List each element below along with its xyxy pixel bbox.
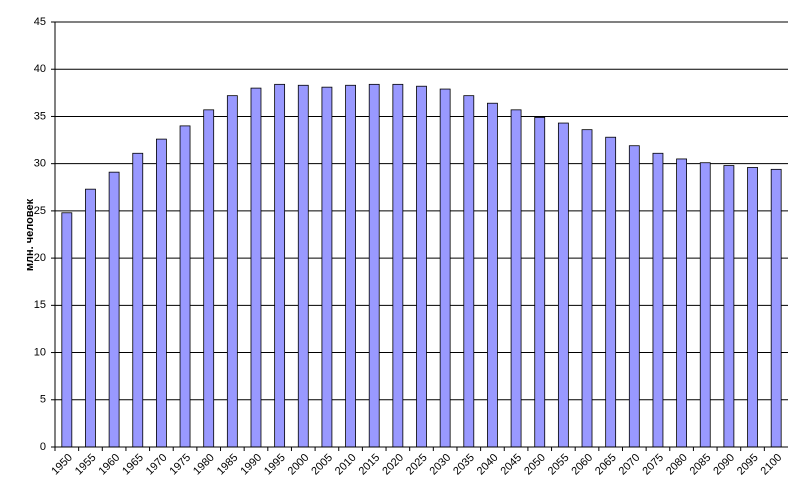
x-tick-label: 1955 (73, 452, 99, 478)
x-tick-label: 2055 (546, 452, 572, 478)
bar (85, 188, 96, 448)
bar (203, 109, 215, 448)
x-tick-label: 2020 (380, 452, 406, 478)
x-tick-label: 2045 (498, 452, 524, 478)
x-tick-label: 1965 (120, 452, 146, 478)
bar (179, 125, 191, 448)
bar (156, 138, 167, 448)
bar (274, 83, 286, 448)
bar (557, 122, 569, 448)
x-tick-label: 2000 (286, 452, 312, 478)
x-tick-label: 2095 (735, 452, 761, 478)
bar (321, 86, 333, 448)
x-tick-label: 2080 (664, 452, 690, 478)
x-tick-label: 2065 (593, 452, 619, 478)
bar (108, 171, 120, 448)
bar (628, 145, 640, 448)
x-tick-label: 2035 (451, 452, 477, 478)
bar (676, 158, 687, 448)
bar (487, 102, 498, 448)
x-tick-label: 2070 (617, 452, 643, 478)
bar (416, 85, 427, 448)
bar (605, 136, 617, 448)
x-tick-label: 1960 (96, 452, 122, 478)
x-tick-label: 1985 (215, 452, 241, 478)
y-tick-label: 0 (40, 441, 46, 453)
x-tick-label: 2040 (475, 452, 501, 478)
bar (345, 84, 356, 448)
x-tick-label: 2005 (309, 452, 335, 478)
bar (770, 168, 782, 448)
x-tick-label: 2075 (640, 452, 666, 478)
x-tick-label: 2100 (759, 452, 785, 478)
bar (534, 116, 546, 448)
y-tick-label: 15 (34, 299, 46, 311)
bar (226, 95, 238, 448)
x-tick-label: 2085 (688, 452, 714, 478)
x-tick-label: 2050 (522, 452, 548, 478)
y-tick-label: 20 (34, 252, 46, 264)
y-axis-label: млн. человек (24, 198, 36, 271)
bar (439, 88, 451, 448)
bar (132, 152, 144, 448)
bar (368, 83, 380, 448)
y-tick-label: 10 (34, 346, 46, 358)
y-tick-label: 45 (34, 16, 46, 28)
x-tick-label: 2060 (569, 452, 595, 478)
x-tick-label: 2010 (333, 452, 359, 478)
x-tick-label: 1990 (238, 452, 264, 478)
y-tick-label: 5 (40, 394, 46, 406)
x-tick-label: 1975 (167, 452, 193, 478)
bar (510, 109, 522, 448)
bar (747, 167, 758, 448)
bar (61, 212, 73, 448)
bar (250, 87, 262, 448)
y-tick-label: 25 (34, 205, 46, 217)
bar (581, 129, 593, 448)
bar (297, 84, 309, 448)
x-tick-label: 1995 (262, 452, 288, 478)
x-tick-label: 2015 (357, 452, 383, 478)
x-tick-label: 1950 (49, 452, 75, 478)
bar (392, 83, 404, 448)
y-tick-label: 30 (34, 158, 46, 170)
y-tick-label: 35 (34, 110, 46, 122)
bar (652, 152, 664, 448)
x-tick-label: 1980 (191, 452, 217, 478)
bar (723, 165, 735, 448)
x-tick-label: 2090 (711, 452, 737, 478)
x-tick-label: 2025 (404, 452, 430, 478)
bar (463, 95, 475, 448)
y-tick-label: 40 (34, 63, 46, 75)
x-tick-label: 1970 (144, 452, 170, 478)
x-tick-label: 2030 (428, 452, 454, 478)
bar (699, 162, 711, 448)
